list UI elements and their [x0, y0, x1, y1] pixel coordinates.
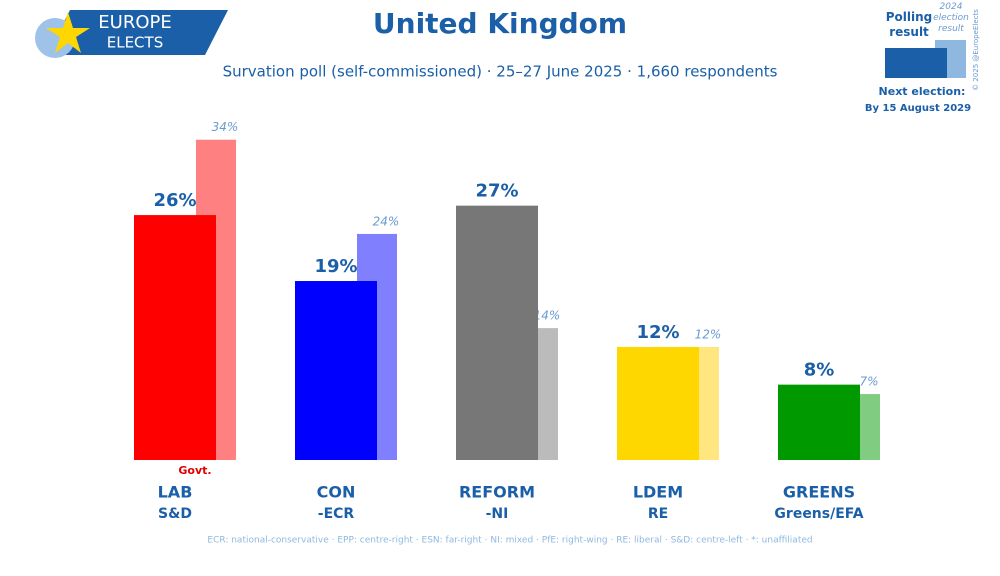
- logo-band: [47, 10, 228, 55]
- logo-text: EUROPE: [98, 12, 171, 33]
- footnote: ECR: national-conservative · EPP: centre…: [207, 536, 812, 546]
- chart-title: United Kingdom: [373, 7, 627, 40]
- x-tick-label: CON: [317, 483, 356, 502]
- legend-entry: Polling result: [885, 10, 933, 39]
- logo: EUROPE ELECTS: [35, 10, 228, 58]
- x-tick-label: GREENS: [783, 483, 855, 502]
- next-election-label: Next election:: [879, 85, 966, 98]
- legend: Polling result 2024 election result Next…: [865, 2, 980, 114]
- legend-text: 2024 election result: [933, 2, 969, 34]
- value-label: 8%: [804, 360, 835, 381]
- chart-subtitle: Survation poll (self-commissioned) · 25–…: [223, 63, 778, 81]
- bar: [778, 384, 860, 460]
- legend-swatch: [885, 48, 947, 78]
- value-label-previous: 34%: [212, 120, 239, 134]
- legend-entry: 2024 election result: [933, 2, 969, 34]
- value-label: 19%: [314, 256, 357, 277]
- group-label: Greens/EFA: [774, 506, 863, 522]
- x-tick-label: LAB: [158, 483, 193, 502]
- x-tick-label: LDEM: [633, 483, 683, 502]
- value-label-previous: 12%: [695, 327, 722, 341]
- value-label-previous: 14%: [534, 309, 561, 323]
- group-label: RE: [648, 506, 668, 522]
- group-label: S&D: [158, 506, 192, 522]
- bar: [295, 281, 377, 460]
- x-tick-label: REFORM: [459, 483, 535, 502]
- legend-text: Polling result: [885, 10, 933, 39]
- bar: [617, 346, 699, 460]
- next-election-date: By 15 August 2029: [865, 103, 971, 114]
- value-label: 12%: [636, 322, 679, 343]
- value-label: 26%: [153, 190, 196, 211]
- value-label-previous: 24%: [373, 214, 400, 228]
- logo-star: [46, 12, 90, 53]
- bar: [456, 205, 538, 460]
- copyright: © 2025 @EuropeElects: [972, 9, 980, 91]
- logo-text: ELECTS: [107, 34, 163, 52]
- value-label-previous: 7%: [859, 375, 878, 389]
- annotation: Govt.: [178, 464, 211, 477]
- value-label: 27%: [475, 181, 518, 202]
- group-label: -ECR: [318, 506, 355, 522]
- bar: [134, 215, 216, 460]
- group-label: -NI: [486, 506, 509, 522]
